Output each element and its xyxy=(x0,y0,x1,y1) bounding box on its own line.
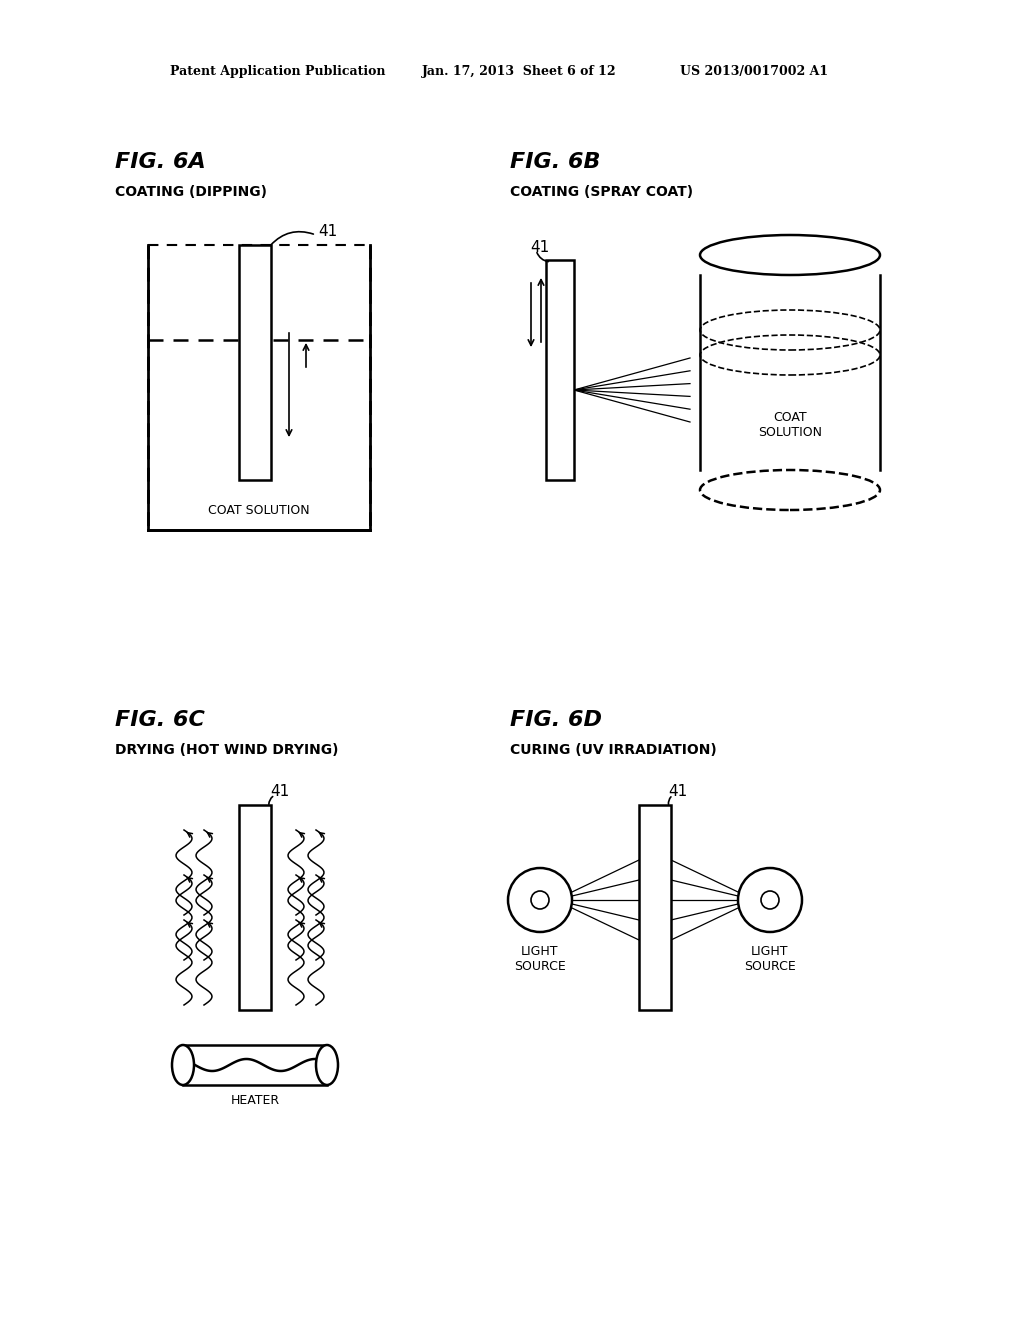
Text: COAT SOLUTION: COAT SOLUTION xyxy=(208,503,310,516)
Text: Patent Application Publication: Patent Application Publication xyxy=(170,66,385,78)
Text: COATING (DIPPING): COATING (DIPPING) xyxy=(115,185,267,199)
Circle shape xyxy=(761,891,779,909)
Text: COATING (SPRAY COAT): COATING (SPRAY COAT) xyxy=(510,185,693,199)
Bar xyxy=(239,246,271,480)
Ellipse shape xyxy=(316,1045,338,1085)
Circle shape xyxy=(531,891,549,909)
Bar xyxy=(546,260,574,480)
Ellipse shape xyxy=(172,1045,194,1085)
Circle shape xyxy=(738,869,802,932)
Circle shape xyxy=(508,869,572,932)
Text: LIGHT
SOURCE: LIGHT SOURCE xyxy=(744,945,796,973)
Text: CURING (UV IRRADIATION): CURING (UV IRRADIATION) xyxy=(510,743,717,756)
Text: LIGHT
SOURCE: LIGHT SOURCE xyxy=(514,945,566,973)
Text: FIG. 6C: FIG. 6C xyxy=(115,710,205,730)
Text: FIG. 6B: FIG. 6B xyxy=(510,152,600,172)
Ellipse shape xyxy=(700,470,880,510)
Text: COAT
SOLUTION: COAT SOLUTION xyxy=(758,411,822,440)
Text: 41: 41 xyxy=(318,224,337,239)
Text: FIG. 6D: FIG. 6D xyxy=(510,710,602,730)
Text: Jan. 17, 2013  Sheet 6 of 12: Jan. 17, 2013 Sheet 6 of 12 xyxy=(422,66,616,78)
Bar xyxy=(700,255,880,490)
Ellipse shape xyxy=(700,235,880,275)
Text: US 2013/0017002 A1: US 2013/0017002 A1 xyxy=(680,66,828,78)
Text: 41: 41 xyxy=(530,239,549,255)
Text: DRYING (HOT WIND DRYING): DRYING (HOT WIND DRYING) xyxy=(115,743,339,756)
Bar xyxy=(183,1045,327,1085)
Text: 41: 41 xyxy=(270,784,289,800)
Bar xyxy=(239,805,271,1010)
Text: HEATER: HEATER xyxy=(230,1093,280,1106)
Text: FIG. 6A: FIG. 6A xyxy=(115,152,206,172)
Bar xyxy=(639,805,671,1010)
Text: 41: 41 xyxy=(668,784,687,800)
